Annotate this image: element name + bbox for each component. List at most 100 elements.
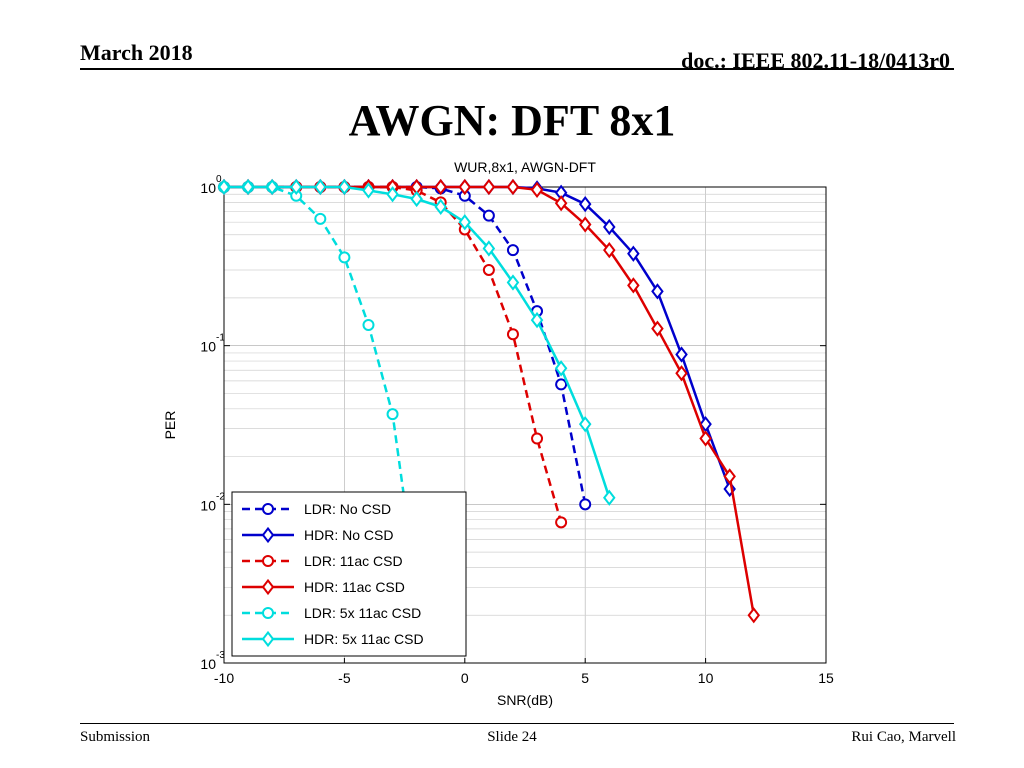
y-tick-label: 10-1	[200, 333, 225, 355]
slide-title: AWGN: DFT 8x1	[348, 96, 676, 145]
data-point-diamond	[651, 320, 664, 337]
x-tick-label: -10	[214, 670, 234, 686]
series-group	[217, 178, 736, 498]
data-point-diamond	[578, 216, 592, 233]
data-point-diamond	[554, 195, 568, 212]
data-point-circle	[482, 209, 495, 222]
y-tick-label: 10-2	[200, 491, 225, 513]
data-point-diamond	[627, 245, 640, 262]
x-tick-label: 5	[581, 670, 589, 686]
data-point-diamond	[386, 186, 399, 203]
data-point-circle	[506, 244, 519, 257]
legend-entry: HDR: 11ac CSD	[242, 578, 405, 596]
data-point-diamond	[747, 607, 761, 624]
data-point-diamond	[482, 240, 496, 257]
data-point-diamond	[362, 182, 375, 199]
footer-author: Rui Cao, Marvell	[851, 729, 956, 745]
data-point-diamond	[410, 190, 423, 208]
data-point-diamond	[651, 283, 664, 300]
legend-label: LDR: 5x 11ac CSD	[304, 605, 421, 621]
y-tick-label: 100	[200, 174, 222, 196]
data-point-diamond	[603, 218, 616, 236]
x-tick-label: 10	[698, 670, 714, 686]
y-tick-exponent: -2	[216, 491, 225, 502]
data-point-diamond	[458, 214, 472, 231]
data-point-circle	[262, 555, 274, 567]
footer-divider	[80, 723, 954, 724]
data-point-circle	[362, 318, 375, 331]
data-point-diamond	[603, 489, 616, 506]
y-tick-base: 10	[200, 180, 216, 196]
header-divider	[80, 68, 954, 70]
data-point-diamond	[723, 468, 736, 485]
data-point-diamond	[217, 178, 231, 196]
data-point-circle	[482, 263, 495, 276]
y-tick-exponent: 0	[216, 174, 222, 185]
y-tick-exponent: -3	[216, 650, 225, 661]
series-group	[218, 181, 568, 529]
data-point-diamond	[699, 430, 712, 447]
y-tick-base: 10	[200, 339, 216, 355]
legend-entry: LDR: 5x 11ac CSD	[242, 605, 421, 621]
data-point-diamond	[675, 365, 688, 382]
data-point-circle	[531, 432, 544, 445]
series-line	[224, 185, 406, 502]
data-point-diamond	[506, 178, 520, 196]
x-tick-label: 0	[461, 670, 469, 686]
legend-label: LDR: No CSD	[304, 501, 391, 517]
data-point-diamond	[261, 578, 275, 596]
data-point-diamond	[530, 311, 544, 329]
y-tick-base: 10	[200, 656, 216, 672]
legend-entry: LDR: No CSD	[242, 501, 391, 517]
series-line	[224, 185, 611, 499]
legend-label: LDR: 11ac CSD	[304, 553, 403, 569]
legend-label: HDR: 5x 11ac CSD	[304, 631, 424, 647]
x-axis-label: SNR(dB)	[497, 692, 553, 708]
legend: LDR: No CSD HDR: No CSD LDR: 11ac CSD HDR: …	[231, 491, 467, 657]
legend-label: HDR: 11ac CSD	[304, 579, 405, 595]
legend-entry: LDR: 11ac CSD	[242, 553, 403, 569]
data-point-circle	[314, 212, 327, 225]
data-point-diamond	[530, 181, 544, 198]
data-point-diamond	[458, 178, 472, 196]
data-point-circle	[555, 378, 568, 391]
data-point-circle	[555, 516, 568, 529]
data-point-circle	[262, 503, 274, 515]
data-point-diamond	[261, 630, 275, 648]
data-point-diamond	[506, 274, 520, 291]
y-axis-label: PER	[162, 411, 178, 440]
legend-label: HDR: No CSD	[304, 527, 393, 543]
data-point-diamond	[434, 198, 447, 215]
footer-slide-number: Slide 24	[487, 729, 537, 745]
series	[217, 178, 761, 624]
data-point-diamond	[265, 178, 279, 196]
y-tick-exponent: -1	[216, 333, 225, 344]
legend-entry: HDR: No CSD	[242, 526, 393, 544]
data-point-circle	[386, 408, 399, 421]
data-point-diamond	[482, 178, 496, 196]
y-tick-label: 10-3	[200, 650, 225, 672]
data-point-diamond	[241, 178, 255, 196]
series-group	[217, 178, 616, 506]
series-group	[218, 181, 411, 507]
data-point-diamond	[578, 195, 592, 213]
data-point-diamond	[627, 277, 640, 294]
data-point-diamond	[338, 178, 351, 196]
footer-submission: Submission	[80, 729, 151, 745]
data-point-diamond	[554, 360, 568, 377]
data-point-diamond	[314, 178, 327, 196]
data-point-circle	[579, 498, 592, 511]
series-line	[224, 185, 563, 523]
data-point-diamond	[434, 178, 447, 196]
data-point-diamond	[261, 526, 275, 544]
data-point-diamond	[675, 346, 688, 363]
data-point-circle	[338, 251, 351, 264]
legend-box	[231, 491, 467, 657]
data-point-circle	[262, 607, 274, 619]
data-point-diamond	[289, 178, 303, 196]
header-date: March 2018	[80, 40, 193, 65]
x-tick-label: -5	[338, 670, 351, 686]
y-tick-base: 10	[200, 497, 216, 513]
series-line	[224, 185, 731, 490]
